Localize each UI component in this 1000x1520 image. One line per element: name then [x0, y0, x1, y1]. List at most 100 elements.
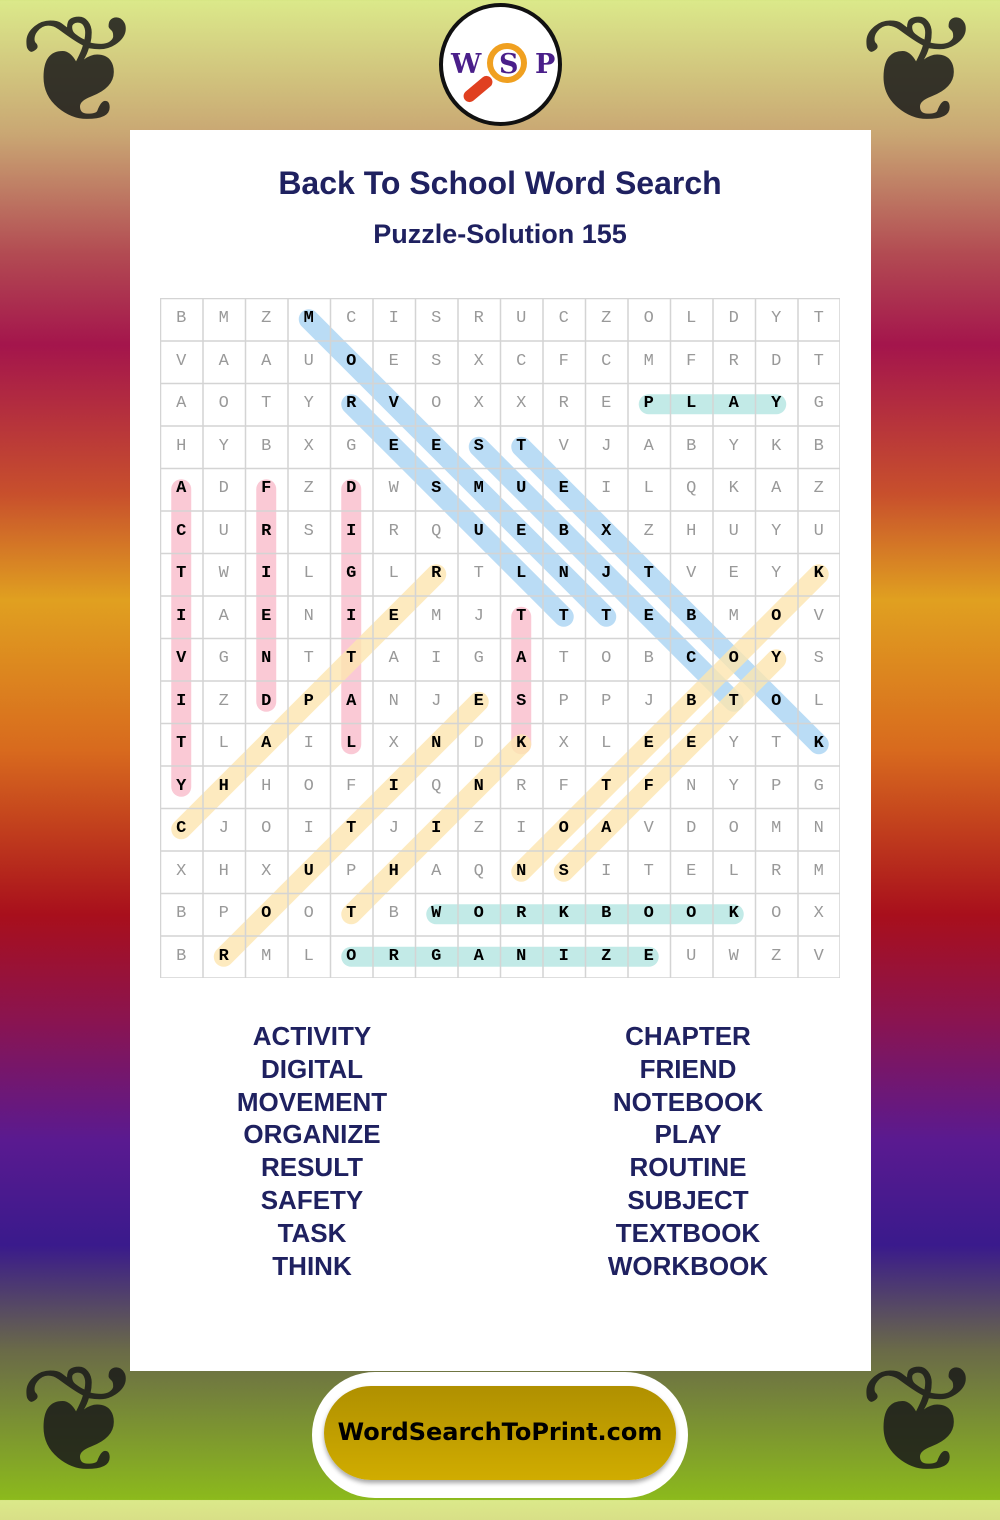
grid-cell[interactable]: Z	[261, 309, 272, 328]
grid-cell[interactable]: V	[176, 649, 187, 668]
grid-cell[interactable]: Y	[303, 394, 314, 413]
grid-cell[interactable]: G	[218, 649, 229, 668]
grid-cell[interactable]: O	[261, 819, 272, 838]
grid-cell[interactable]: O	[261, 904, 272, 923]
grid-cell[interactable]: T	[643, 861, 654, 881]
grid-cell[interactable]: J	[388, 819, 399, 838]
grid-cell[interactable]: W	[431, 904, 442, 923]
grid-cell[interactable]: R	[516, 904, 527, 923]
grid-cell[interactable]: A	[261, 734, 272, 753]
grid-cell[interactable]: E	[388, 606, 399, 626]
grid-cell[interactable]: L	[218, 734, 229, 753]
grid-cell[interactable]: L	[346, 734, 357, 753]
grid-cell[interactable]: M	[218, 309, 229, 328]
grid-cell[interactable]: D	[346, 479, 357, 498]
grid-cell[interactable]: R	[388, 521, 399, 541]
grid-cell[interactable]: D	[728, 309, 739, 328]
grid-cell[interactable]: N	[516, 861, 527, 881]
grid-cell[interactable]: B	[686, 606, 697, 626]
grid-cell[interactable]: P	[643, 394, 654, 413]
grid-cell[interactable]: C	[516, 351, 527, 371]
grid-cell[interactable]: B	[601, 904, 612, 923]
grid-cell[interactable]: E	[686, 861, 697, 881]
grid-cell[interactable]: S	[431, 309, 442, 328]
grid-cell[interactable]: R	[516, 776, 527, 796]
grid-cell[interactable]: C	[346, 309, 357, 328]
grid-cell[interactable]: Z	[601, 309, 612, 328]
grid-cell[interactable]: G	[473, 649, 484, 668]
grid-cell[interactable]: X	[303, 436, 314, 456]
grid-cell[interactable]: Q	[431, 521, 442, 541]
grid-cell[interactable]: S	[516, 691, 527, 711]
grid-cell[interactable]: I	[176, 691, 187, 711]
grid-cell[interactable]: E	[601, 394, 612, 413]
grid-cell[interactable]: Y	[771, 564, 782, 583]
grid-cell[interactable]: K	[813, 564, 824, 583]
grid-cell[interactable]: O	[218, 394, 229, 413]
grid-cell[interactable]: Z	[643, 521, 654, 541]
grid-cell[interactable]: X	[388, 734, 399, 753]
grid-cell[interactable]: U	[728, 521, 739, 541]
grid-cell[interactable]: F	[643, 776, 654, 796]
grid-cell[interactable]: S	[303, 521, 314, 541]
grid-cell[interactable]: O	[643, 904, 654, 923]
grid-cell[interactable]: X	[813, 904, 824, 923]
grid-cell[interactable]: Z	[601, 946, 612, 966]
grid-cell[interactable]: B	[686, 691, 697, 711]
grid-cell[interactable]: Y	[771, 521, 782, 541]
grid-cell[interactable]: O	[728, 819, 739, 838]
grid-cell[interactable]: P	[346, 861, 357, 881]
grid-cell[interactable]: U	[813, 521, 824, 541]
grid-cell[interactable]: D	[261, 691, 272, 711]
grid-cell[interactable]: O	[728, 649, 739, 668]
grid-cell[interactable]: V	[686, 564, 697, 583]
grid-cell[interactable]: O	[643, 309, 654, 328]
grid-cell[interactable]: I	[601, 479, 612, 498]
grid-cell[interactable]: C	[601, 351, 612, 371]
grid-cell[interactable]: H	[261, 776, 272, 796]
grid-cell[interactable]: N	[813, 819, 824, 838]
grid-cell[interactable]: A	[473, 946, 484, 966]
grid-cell[interactable]: Q	[686, 479, 697, 498]
grid-cell[interactable]: M	[431, 606, 442, 626]
grid-cell[interactable]: X	[558, 734, 569, 753]
grid-cell[interactable]: X	[473, 394, 484, 413]
grid-cell[interactable]: N	[558, 564, 569, 583]
grid-cell[interactable]: O	[771, 904, 782, 923]
grid-cell[interactable]: O	[346, 946, 357, 966]
grid-cell[interactable]: T	[346, 649, 357, 668]
grid-cell[interactable]: B	[176, 309, 187, 328]
grid-cell[interactable]: I	[303, 734, 314, 753]
grid-cell[interactable]: T	[601, 606, 612, 626]
site-link[interactable]: WordSearchToPrint.com	[324, 1386, 676, 1480]
grid-cell[interactable]: X	[601, 521, 612, 541]
grid-cell[interactable]: G	[813, 776, 824, 796]
grid-cell[interactable]: S	[431, 479, 442, 498]
grid-cell[interactable]: F	[686, 351, 697, 371]
grid-cell[interactable]: S	[473, 436, 484, 456]
grid-cell[interactable]: T	[643, 564, 654, 583]
grid-cell[interactable]: A	[176, 394, 187, 413]
grid-cell[interactable]: H	[218, 861, 229, 881]
grid-cell[interactable]: K	[813, 734, 824, 753]
grid-cell[interactable]: R	[771, 861, 782, 881]
grid-cell[interactable]: L	[686, 309, 697, 328]
grid-cell[interactable]: S	[558, 861, 569, 881]
grid-cell[interactable]: B	[388, 904, 399, 923]
grid-cell[interactable]: R	[218, 946, 229, 966]
grid-cell[interactable]: I	[516, 819, 527, 838]
grid-cell[interactable]: R	[558, 394, 569, 413]
grid-cell[interactable]: E	[261, 606, 272, 626]
grid-cell[interactable]: O	[601, 649, 612, 668]
grid-cell[interactable]: F	[261, 479, 272, 498]
grid-cell[interactable]: T	[303, 649, 314, 668]
grid-cell[interactable]: R	[388, 946, 399, 966]
grid-cell[interactable]: H	[388, 861, 399, 881]
grid-cell[interactable]: T	[516, 436, 527, 456]
grid-cell[interactable]: E	[516, 521, 527, 541]
grid-cell[interactable]: T	[516, 606, 527, 626]
grid-cell[interactable]: A	[346, 691, 357, 711]
grid-cell[interactable]: I	[346, 521, 357, 541]
grid-cell[interactable]: B	[261, 436, 272, 456]
grid-cell[interactable]: K	[771, 436, 782, 456]
